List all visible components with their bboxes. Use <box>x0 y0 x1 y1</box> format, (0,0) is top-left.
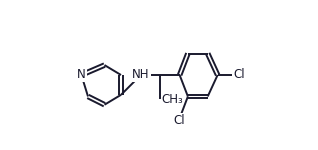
Text: N: N <box>77 69 86 81</box>
Text: Cl: Cl <box>173 114 185 127</box>
Text: CH₃: CH₃ <box>162 93 183 106</box>
Text: NH: NH <box>132 69 149 81</box>
Text: Cl: Cl <box>233 69 245 81</box>
